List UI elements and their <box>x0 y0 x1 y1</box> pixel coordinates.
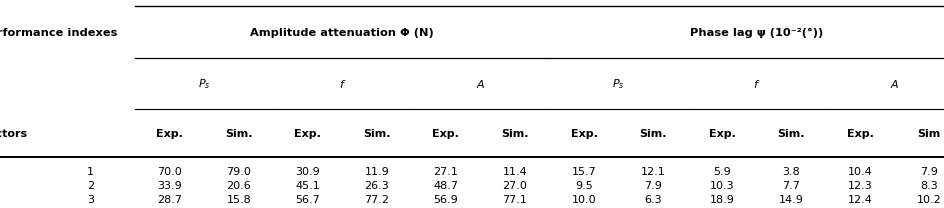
Text: 2: 2 <box>87 181 94 191</box>
Text: Sim: Sim <box>917 129 940 139</box>
Text: 56.7: 56.7 <box>295 195 320 205</box>
Text: 7.9: 7.9 <box>919 167 937 177</box>
Text: 3: 3 <box>87 195 94 205</box>
Text: erformance indexes: erformance indexes <box>0 28 117 38</box>
Text: Phase lag ψ (10⁻²(°)): Phase lag ψ (10⁻²(°)) <box>689 28 822 38</box>
Text: 10.3: 10.3 <box>709 181 733 191</box>
Text: 14.9: 14.9 <box>778 195 802 205</box>
Text: 77.1: 77.1 <box>502 195 527 205</box>
Text: Sim.: Sim. <box>639 129 666 139</box>
Text: Sim.: Sim. <box>500 129 529 139</box>
Text: 56.9: 56.9 <box>433 195 458 205</box>
Text: $f$: $f$ <box>338 78 346 90</box>
Text: $A$: $A$ <box>889 78 899 90</box>
Text: 10.0: 10.0 <box>571 195 596 205</box>
Text: 79.0: 79.0 <box>226 167 251 177</box>
Text: 7.9: 7.9 <box>644 181 662 191</box>
Text: 26.3: 26.3 <box>364 181 389 191</box>
Text: Sim.: Sim. <box>362 129 390 139</box>
Text: 7.7: 7.7 <box>782 181 800 191</box>
Text: 11.4: 11.4 <box>502 167 527 177</box>
Text: Amplitude attenuation Φ (N): Amplitude attenuation Φ (N) <box>250 28 433 38</box>
Text: Exp.: Exp. <box>846 129 873 139</box>
Text: 27.0: 27.0 <box>502 181 527 191</box>
Text: 20.6: 20.6 <box>227 181 251 191</box>
Text: $A$: $A$ <box>475 78 484 90</box>
Text: 48.7: 48.7 <box>433 181 458 191</box>
Text: 28.7: 28.7 <box>157 195 182 205</box>
Text: 18.9: 18.9 <box>709 195 733 205</box>
Text: Exp.: Exp. <box>432 129 459 139</box>
Text: 5.9: 5.9 <box>713 167 731 177</box>
Text: $f$: $f$ <box>752 78 760 90</box>
Text: Exp.: Exp. <box>570 129 597 139</box>
Text: 8.3: 8.3 <box>919 181 937 191</box>
Text: 9.5: 9.5 <box>575 181 592 191</box>
Text: 45.1: 45.1 <box>295 181 320 191</box>
Text: 1: 1 <box>87 167 94 177</box>
Text: $P_s$: $P_s$ <box>197 77 211 91</box>
Text: Sim.: Sim. <box>777 129 804 139</box>
Text: Exp.: Exp. <box>156 129 183 139</box>
Text: 12.1: 12.1 <box>640 167 665 177</box>
Text: Exp.: Exp. <box>708 129 734 139</box>
Text: 10.2: 10.2 <box>916 195 941 205</box>
Text: Sim.: Sim. <box>225 129 252 139</box>
Text: 3.8: 3.8 <box>782 167 800 177</box>
Text: 70.0: 70.0 <box>157 167 182 177</box>
Text: 33.9: 33.9 <box>157 181 182 191</box>
Text: 15.8: 15.8 <box>227 195 251 205</box>
Text: 12.3: 12.3 <box>847 181 871 191</box>
Text: 27.1: 27.1 <box>433 167 458 177</box>
Text: Exp.: Exp. <box>294 129 321 139</box>
Text: 6.3: 6.3 <box>644 195 661 205</box>
Text: 11.9: 11.9 <box>364 167 389 177</box>
Text: 12.4: 12.4 <box>847 195 872 205</box>
Text: 77.2: 77.2 <box>364 195 389 205</box>
Text: 15.7: 15.7 <box>571 167 596 177</box>
Text: 10.4: 10.4 <box>847 167 871 177</box>
Text: actors: actors <box>0 129 27 139</box>
Text: 30.9: 30.9 <box>295 167 320 177</box>
Text: $P_s$: $P_s$ <box>612 77 624 91</box>
